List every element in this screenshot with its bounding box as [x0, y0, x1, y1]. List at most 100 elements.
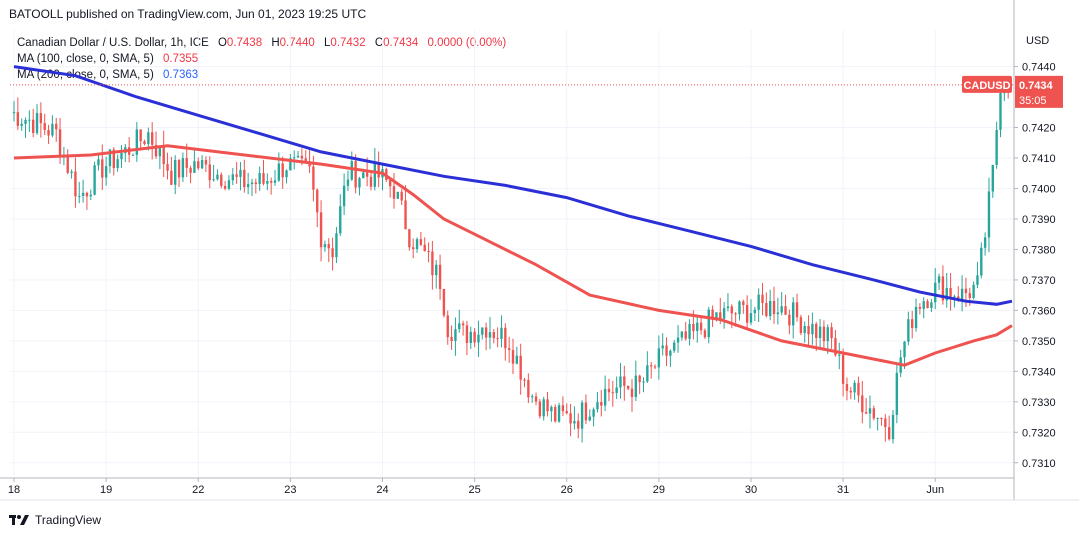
- candle-body: [511, 350, 515, 364]
- candle-body: [688, 323, 691, 339]
- candle-body: [868, 408, 872, 414]
- candle-body: [761, 294, 764, 303]
- candle-body: [611, 392, 614, 394]
- candle-body: [968, 293, 971, 298]
- candle-body: [753, 309, 757, 314]
- candle-body: [469, 331, 472, 343]
- candle-body: [523, 379, 526, 381]
- candle-body: [680, 331, 684, 338]
- price-tag-countdown: 35:05: [1019, 95, 1047, 107]
- candle-body: [177, 160, 181, 178]
- candle-body: [853, 382, 856, 393]
- candle-body: [323, 244, 327, 248]
- candle-body: [58, 129, 62, 156]
- ma200-value: 0.7363: [162, 69, 199, 81]
- candle-body: [28, 119, 31, 121]
- candle-body: [197, 161, 200, 169]
- candle-body: [980, 247, 983, 276]
- candle-body: [220, 174, 223, 187]
- candle-body: [673, 342, 676, 351]
- candle-body: [726, 306, 730, 309]
- candle-body: [603, 388, 607, 406]
- candle-body: [826, 327, 829, 342]
- candle-body: [81, 192, 85, 196]
- candle-body: [316, 189, 319, 213]
- candle-body: [531, 396, 534, 398]
- candle-body: [976, 275, 979, 285]
- candle-body: [600, 402, 603, 406]
- close-value: 0.7434: [383, 37, 419, 49]
- candle-body: [147, 132, 150, 145]
- candle-body: [358, 178, 361, 188]
- candle-body: [661, 345, 664, 349]
- candle-body: [642, 381, 645, 383]
- candle-body: [51, 123, 54, 136]
- candle-body: [435, 264, 438, 276]
- candle-body: [227, 180, 231, 189]
- x-tick-label: 19: [100, 484, 112, 496]
- candle-body: [131, 154, 135, 156]
- candle-body: [765, 302, 768, 317]
- y-tick-label: 0.7310: [1022, 458, 1056, 470]
- candle-body: [561, 405, 565, 412]
- price-tag-bg: [1015, 75, 1063, 108]
- candle-body: [104, 166, 108, 178]
- tradingview-logo-text: TradingView: [35, 513, 102, 527]
- candle-body: [665, 345, 668, 356]
- candle-body: [400, 191, 403, 201]
- candle-body: [388, 179, 392, 187]
- candle-body: [937, 276, 941, 283]
- tradingview-logo-icon: [9, 515, 29, 525]
- candle-body: [799, 317, 803, 334]
- candle-body: [607, 388, 611, 393]
- candle-body: [273, 180, 277, 183]
- candle-body: [768, 300, 772, 317]
- open-label: O: [217, 37, 227, 49]
- candle-body: [266, 180, 269, 184]
- candle-body: [143, 141, 146, 145]
- candle-body: [834, 338, 837, 356]
- candle-body: [711, 309, 714, 319]
- x-tick-label: Jun: [926, 484, 944, 496]
- candle-body: [427, 251, 430, 253]
- candle-body: [327, 244, 330, 249]
- candle-body: [223, 186, 227, 189]
- x-tick-label: 25: [468, 484, 480, 496]
- grid-lines: [10, 30, 1014, 478]
- candle-body: [304, 158, 307, 162]
- candle-body: [795, 302, 799, 318]
- candle-body: [811, 323, 814, 335]
- candle-body: [450, 337, 453, 342]
- candle-body: [35, 113, 39, 133]
- candle-body: [845, 383, 849, 391]
- candle-body: [918, 306, 922, 309]
- y-axis-ticks: 0.7310 0.7320 0.7330 0.7340 0.7350 0.7360 0.73…: [1014, 62, 1056, 470]
- candle-body: [231, 174, 234, 181]
- candle-body: [722, 308, 726, 319]
- candle-body: [189, 167, 192, 173]
- x-tick-label: 18: [8, 484, 20, 496]
- candle-body: [960, 288, 964, 301]
- ma100-row: MA (100, close, 0, SMA, 5) 0.7355: [17, 51, 506, 67]
- last-price-tags: CADUSD 0.7434 35:05: [962, 75, 1063, 108]
- candle-body: [293, 157, 296, 159]
- x-tick-label: 30: [745, 484, 757, 496]
- candle-body: [373, 162, 377, 187]
- candle-body: [849, 390, 852, 393]
- candle-body: [239, 169, 242, 177]
- candle-body: [93, 165, 96, 195]
- y-tick-label: 0.7320: [1022, 427, 1056, 439]
- candle-body: [404, 200, 407, 230]
- candle-body: [934, 282, 937, 303]
- candle-body: [822, 326, 826, 342]
- y-tick-label: 0.7350: [1022, 336, 1056, 348]
- open-value: 0.7438: [226, 37, 263, 49]
- candle-body: [377, 162, 380, 178]
- candle-body: [108, 149, 112, 167]
- symbol-description: Canadian Dollar / U.S. Dollar, 1h, ICE: [17, 37, 209, 49]
- candle-body: [573, 420, 576, 424]
- candle-body: [657, 348, 661, 368]
- candle-body: [170, 170, 173, 185]
- candle-body: [911, 319, 914, 329]
